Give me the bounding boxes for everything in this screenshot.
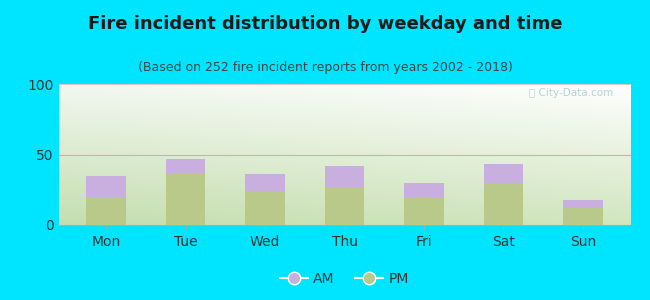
Bar xyxy=(86,197,126,225)
Bar xyxy=(563,200,603,208)
Bar xyxy=(166,159,205,174)
Bar xyxy=(324,166,365,188)
Bar xyxy=(86,176,126,197)
Bar xyxy=(245,174,285,191)
Bar xyxy=(563,208,603,225)
Bar xyxy=(484,183,523,225)
Bar xyxy=(245,191,285,225)
Bar xyxy=(324,188,365,225)
Legend: AM, PM: AM, PM xyxy=(274,266,415,291)
Bar xyxy=(484,164,523,183)
Text: (Based on 252 fire incident reports from years 2002 - 2018): (Based on 252 fire incident reports from… xyxy=(138,61,512,74)
Bar xyxy=(404,183,444,198)
Text: Fire incident distribution by weekday and time: Fire incident distribution by weekday an… xyxy=(88,15,562,33)
Bar xyxy=(404,198,444,225)
Bar xyxy=(166,174,205,225)
Text: Ⓣ City-Data.com: Ⓣ City-Data.com xyxy=(529,88,614,98)
